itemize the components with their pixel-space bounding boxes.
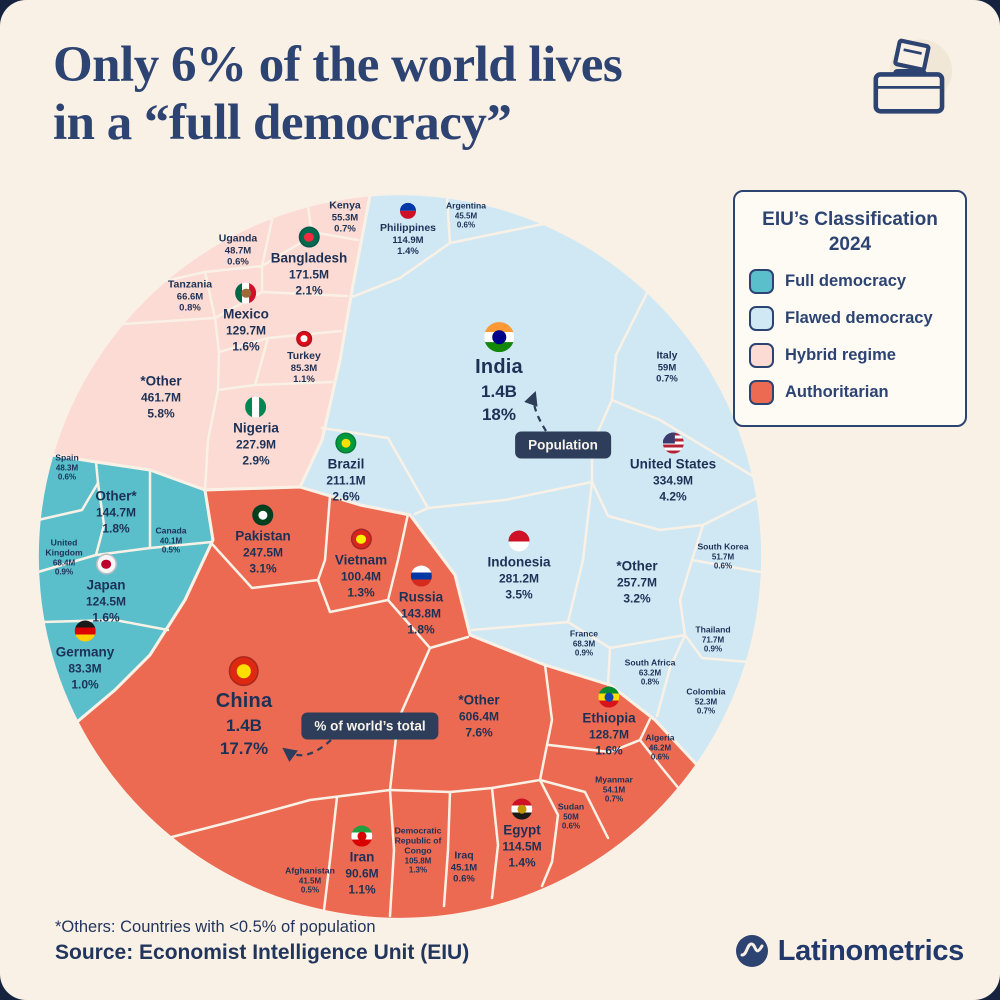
cell-boundary	[320, 426, 430, 510]
cell-boundary	[216, 380, 334, 392]
cell-boundary	[610, 398, 758, 480]
legend-swatch	[749, 343, 774, 369]
cell-boundary	[426, 480, 594, 510]
legend-item-authoritarian: Authoritarian	[749, 380, 951, 406]
cell-boundary	[538, 778, 560, 888]
legend-label: Authoritarian	[785, 383, 889, 402]
cell-boundary	[350, 241, 452, 299]
title-line-2: in a “full democracy”	[53, 95, 512, 152]
cell-boundary	[41, 618, 170, 632]
legend-title-line-1: EIU’s Classification	[762, 209, 938, 230]
cell-boundary	[566, 480, 594, 624]
latinometrics-logo-icon	[735, 935, 768, 967]
cell-boundary	[260, 218, 274, 268]
cell-boundary	[690, 558, 762, 574]
page-title: Only 6% of the world lives in a “full de…	[53, 36, 623, 152]
cell-boundary	[606, 646, 612, 687]
cell-boundary	[538, 663, 554, 782]
legend-item-hybrid-regime: Hybrid regime	[749, 343, 951, 369]
cell-boundary	[683, 633, 750, 664]
cell-boundary	[448, 222, 545, 245]
cell-boundary	[638, 717, 652, 742]
cell-boundary	[217, 336, 270, 354]
cell-boundary	[638, 738, 682, 792]
cell-boundary	[470, 620, 570, 632]
cell-boundary	[316, 494, 332, 582]
cell-boundary	[203, 388, 220, 492]
cell-boundary	[316, 578, 390, 614]
cell-boundary	[203, 270, 217, 320]
cell-boundary	[547, 738, 642, 754]
annotation-arrow	[524, 390, 547, 432]
brand-logo: Latinometrics	[735, 934, 964, 968]
cell-boundary	[388, 788, 396, 918]
legend-items: Full democracy Flawed democracy Hybrid reg…	[749, 269, 951, 406]
cell-boundary	[322, 795, 339, 912]
cell-boundary	[442, 790, 452, 908]
legend-swatch	[749, 306, 774, 332]
cell-boundary	[538, 778, 610, 840]
cell-boundary	[94, 481, 106, 557]
cell-boundary	[121, 316, 217, 326]
cell-boundary	[211, 543, 320, 590]
source-line: Source: Economist Intelligence Unit (EIU…	[55, 941, 470, 964]
legend-item-flawed-democracy: Flawed democracy	[749, 306, 951, 332]
legend-swatch	[749, 380, 774, 406]
legend-title-line-2: 2024	[828, 233, 872, 255]
cell-boundary	[253, 336, 270, 387]
cell-boundary	[445, 195, 452, 245]
cell-boundary	[94, 460, 100, 485]
cell-boundary	[590, 480, 705, 532]
cell-boundary	[37, 481, 100, 522]
annotation-arrow	[282, 739, 332, 763]
cell-boundary	[690, 523, 705, 562]
cell-boundary	[701, 496, 759, 527]
cell-boundary	[310, 230, 360, 242]
legend-item-full-democracy: Full democracy	[749, 269, 951, 295]
cell-boundary	[608, 633, 687, 650]
cell-boundary	[413, 506, 430, 516]
ballot-box-icon	[860, 34, 956, 131]
cell-boundary	[260, 290, 349, 298]
legend-label: Flawed democracy	[785, 309, 933, 328]
cell-boundary	[610, 289, 650, 402]
cell-boundary	[386, 512, 410, 602]
cell-boundary	[37, 553, 98, 574]
legend-swatch	[749, 269, 774, 295]
legend-label: Full democracy	[785, 272, 907, 291]
legend: EIU’s Classification 2024 Full democracy…	[733, 190, 967, 428]
brand-name: Latinometrics	[777, 934, 965, 967]
cell-boundary	[388, 778, 542, 794]
cell-boundary	[566, 620, 612, 650]
title-line-1: Only 6% of the world lives	[53, 37, 623, 93]
footnote: *Others: Countries with <0.5% of populat…	[55, 918, 376, 936]
legend-label: Hybrid regime	[785, 346, 896, 365]
legend-title: EIU’s Classification 2024	[749, 208, 951, 257]
cell-boundary	[490, 786, 500, 900]
cell-boundary	[166, 788, 392, 840]
cell-boundary	[655, 633, 687, 718]
cell-boundary	[678, 558, 694, 637]
